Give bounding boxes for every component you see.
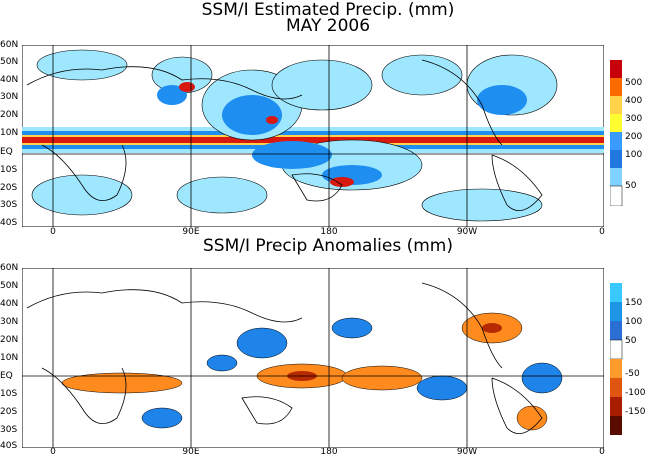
lon-label: 180 (320, 447, 338, 457)
lat-label: 50N (0, 281, 19, 291)
precip-colorbar (610, 60, 623, 206)
lat-label: EQ (0, 147, 13, 157)
lat-label: EQ (0, 371, 13, 381)
precip-heavy-regions (157, 85, 527, 185)
colorbar-label: 300 (625, 114, 643, 124)
lat-label: 60N (0, 263, 19, 273)
map-subtitle-date: MAY 2006 (285, 16, 371, 36)
lat-label: 10S (0, 389, 18, 399)
colorbar-label: -100 (625, 388, 646, 398)
coastlines (26, 59, 543, 212)
lat-label: 10S (0, 165, 18, 175)
lat-label: 40S (0, 441, 18, 451)
lon-label: 0 (599, 227, 605, 237)
lat-label: 40S (0, 218, 18, 228)
lon-label: 0 (50, 227, 56, 237)
anomaly-positive-regions (141, 317, 563, 429)
colorbar-label: 100 (625, 317, 643, 327)
lon-label: 0 (50, 447, 56, 457)
colorbar-label: 100 (625, 150, 643, 160)
colorbar-label: -50 (625, 369, 640, 379)
lon-label: 90W (456, 447, 478, 457)
lat-label: 30N (0, 317, 19, 327)
colorbar-label: 400 (625, 96, 643, 106)
lon-label: 90E (182, 447, 200, 457)
precip-map-panel (22, 45, 604, 227)
lon-label: 180 (320, 227, 338, 237)
colorbar-label: -150 (625, 407, 646, 417)
lat-label: 20S (0, 407, 18, 417)
lat-label: 60N (0, 40, 19, 50)
anomaly-map-title: SSM/I Precip Anomalies (mm) (202, 236, 454, 256)
map-title: SSM/I Estimated Precip. (mm) (201, 0, 455, 20)
lat-label: 10N (0, 128, 19, 138)
colorbar-label: 200 (625, 132, 643, 142)
lat-label: 20N (0, 335, 19, 345)
lat-label: 10N (0, 353, 19, 363)
lat-lon-grid (22, 45, 604, 227)
lat-label: 40N (0, 75, 19, 85)
anomaly-map-panel (22, 268, 604, 448)
lat-label: 20N (0, 110, 19, 120)
lat-lon-grid (22, 268, 604, 448)
lon-label: 90E (182, 227, 200, 237)
colorbar-label: 150 (625, 298, 643, 308)
colorbar-label: 50 (625, 336, 637, 346)
lon-label: 90W (456, 227, 478, 237)
lat-label: 30S (0, 425, 18, 435)
colorbar-label: 500 (625, 78, 643, 88)
lat-label: 20S (0, 183, 18, 193)
coastlines (26, 282, 543, 435)
lat-label: 30S (0, 200, 18, 210)
lat-label: 30N (0, 92, 19, 102)
lat-label: 50N (0, 57, 19, 67)
colorbar-label: 50 (625, 181, 637, 191)
lon-label: 0 (599, 447, 605, 457)
lat-label: 40N (0, 299, 19, 309)
anomaly-colorbar (610, 283, 623, 435)
